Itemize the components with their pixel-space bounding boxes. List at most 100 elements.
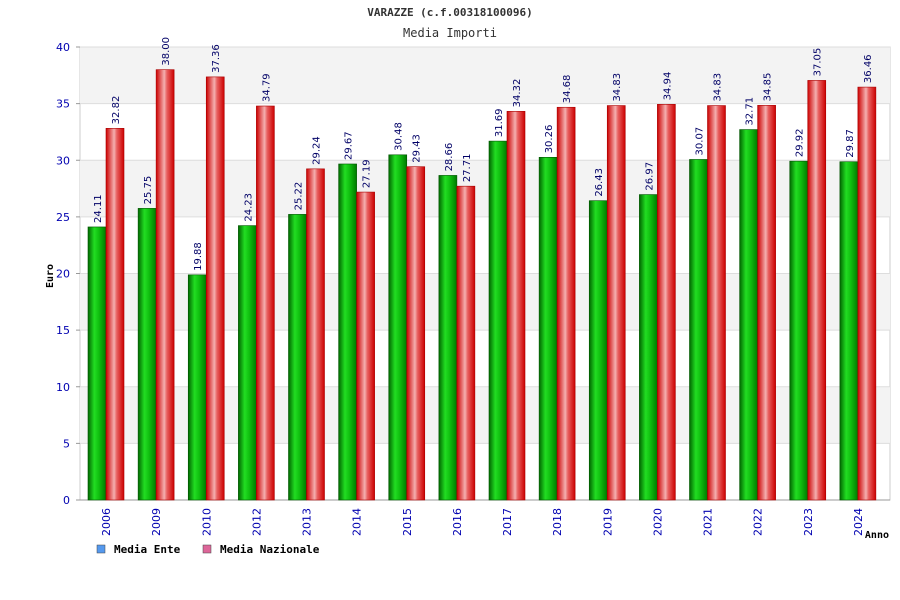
bar-media-ente-2022 (739, 129, 758, 501)
bar-media-nazionale-2010 (205, 76, 225, 501)
bar-media-ente-2006 (87, 226, 107, 501)
bar-media-ente-2017 (488, 140, 508, 501)
chart-subtitle: Media Importi (403, 26, 497, 40)
value-label: 29.87 (845, 129, 856, 158)
bar-media-nazionale-2016 (456, 185, 476, 501)
bar-media-ente-2023 (789, 160, 809, 501)
value-label: 37.05 (813, 48, 824, 77)
legend-label-media-ente: Media Ente (114, 543, 181, 556)
bar-media-nazionale-2018 (556, 106, 576, 501)
value-label: 25.75 (143, 176, 154, 205)
x-tick-label: 2013 (301, 508, 314, 536)
bar-media-ente-2012 (238, 225, 257, 501)
bar-media-ente-2020 (639, 194, 658, 501)
x-axis-ticks: 2006 2009 2010 2012 2013 2014 2015 2016 2017 2018… (100, 508, 865, 536)
x-tick-label: 2010 (200, 508, 213, 536)
x-tick-label: 2017 (501, 508, 514, 536)
legend-swatch-media-nazionale (202, 544, 212, 554)
bar-media-nazionale-2022 (757, 105, 776, 501)
bar-media-nazionale-2006 (105, 128, 125, 501)
y-tick-label: 10 (56, 381, 70, 394)
y-axis-ticks: 0 5 10 15 20 25 30 35 40 (56, 41, 70, 507)
x-tick-label: 2020 (651, 508, 664, 536)
value-labels: 24.11 32.82 25.75 38.00 19.88 37.36 24.23 34.79… (93, 37, 874, 271)
y-tick-label: 30 (56, 154, 70, 167)
x-tick-label: 2016 (451, 508, 464, 536)
value-label: 34.83 (612, 73, 623, 102)
value-label: 29.43 (412, 134, 423, 163)
bar-media-nazionale-2012 (256, 105, 275, 501)
value-label: 34.85 (763, 73, 774, 102)
x-tick-label: 2015 (401, 508, 414, 536)
y-tick-label: 15 (56, 324, 70, 337)
bar-media-ente-2018 (538, 157, 558, 501)
x-tick-label: 2014 (351, 508, 364, 536)
bar-media-nazionale-2017 (506, 111, 526, 501)
value-label: 38.00 (161, 37, 172, 66)
bar-media-nazionale-2014 (356, 191, 375, 501)
value-label: 34.94 (662, 72, 673, 101)
value-label: 26.43 (594, 168, 605, 197)
value-label: 25.22 (294, 182, 305, 211)
bar-media-nazionale-2024 (857, 86, 877, 501)
bar-media-nazionale-2009 (155, 69, 175, 501)
value-label: 29.92 (795, 129, 806, 158)
y-tick-label: 0 (63, 494, 70, 507)
bar-media-ente-2021 (689, 159, 708, 501)
y-tick-label: 25 (56, 211, 70, 224)
value-label: 30.26 (544, 125, 555, 154)
x-axis-label: Anno (865, 530, 889, 541)
value-label: 36.46 (863, 54, 874, 83)
bar-media-ente-2024 (839, 161, 859, 501)
bar-media-ente-2019 (588, 200, 608, 501)
bar-media-nazionale-2019 (606, 105, 626, 501)
legend-swatch-media-ente (96, 544, 106, 554)
x-tick-label: 2022 (752, 508, 765, 536)
value-label: 32.82 (111, 96, 122, 125)
bar-media-nazionale-2015 (406, 166, 426, 501)
value-label: 32.71 (745, 97, 756, 126)
value-label: 27.19 (362, 159, 373, 188)
legend: Media Ente Media Nazionale (96, 543, 320, 556)
value-label: 34.83 (713, 73, 724, 102)
y-tick-label: 40 (56, 41, 70, 54)
bar-media-ente-2015 (388, 154, 408, 501)
value-label: 19.88 (193, 242, 204, 271)
x-tick-label: 2024 (852, 508, 865, 536)
x-tick-label: 2009 (150, 508, 163, 536)
value-label: 28.66 (444, 143, 455, 172)
bar-media-nazionale-2020 (657, 104, 676, 501)
bar-media-ente-2013 (288, 214, 307, 501)
value-label: 30.07 (695, 127, 706, 156)
value-label: 31.69 (494, 108, 505, 137)
value-label: 24.11 (93, 194, 104, 223)
bar-media-ente-2014 (338, 163, 357, 501)
value-label: 34.68 (562, 75, 573, 104)
bar-media-nazionale-2023 (807, 80, 827, 501)
y-tick-label: 20 (56, 268, 70, 281)
value-label: 34.32 (512, 79, 523, 108)
x-tick-label: 2021 (702, 508, 715, 536)
x-tick-label: 2019 (601, 508, 614, 536)
x-tick-label: 2006 (100, 508, 113, 536)
value-label: 27.71 (462, 154, 473, 183)
x-tick-label: 2023 (802, 508, 815, 536)
chart-title: VARAZZE (c.f.00318100096) (367, 6, 533, 19)
bars (87, 69, 877, 501)
legend-label-media-nazionale: Media Nazionale (220, 543, 320, 556)
value-label: 30.48 (394, 122, 405, 151)
y-axis-label: Euro (45, 264, 56, 288)
x-tick-label: 2018 (551, 508, 564, 536)
value-label: 24.23 (243, 193, 254, 222)
value-label: 29.24 (312, 136, 323, 165)
value-label: 34.79 (261, 73, 272, 102)
bar-media-nazionale-2021 (707, 105, 726, 501)
value-label: 26.97 (644, 162, 655, 191)
x-tick-label: 2012 (250, 508, 263, 536)
y-tick-label: 35 (56, 98, 70, 111)
bar-media-ente-2016 (438, 175, 458, 501)
y-tick-label: 5 (63, 437, 70, 450)
value-label: 37.36 (211, 44, 222, 73)
bar-media-ente-2009 (137, 208, 157, 501)
